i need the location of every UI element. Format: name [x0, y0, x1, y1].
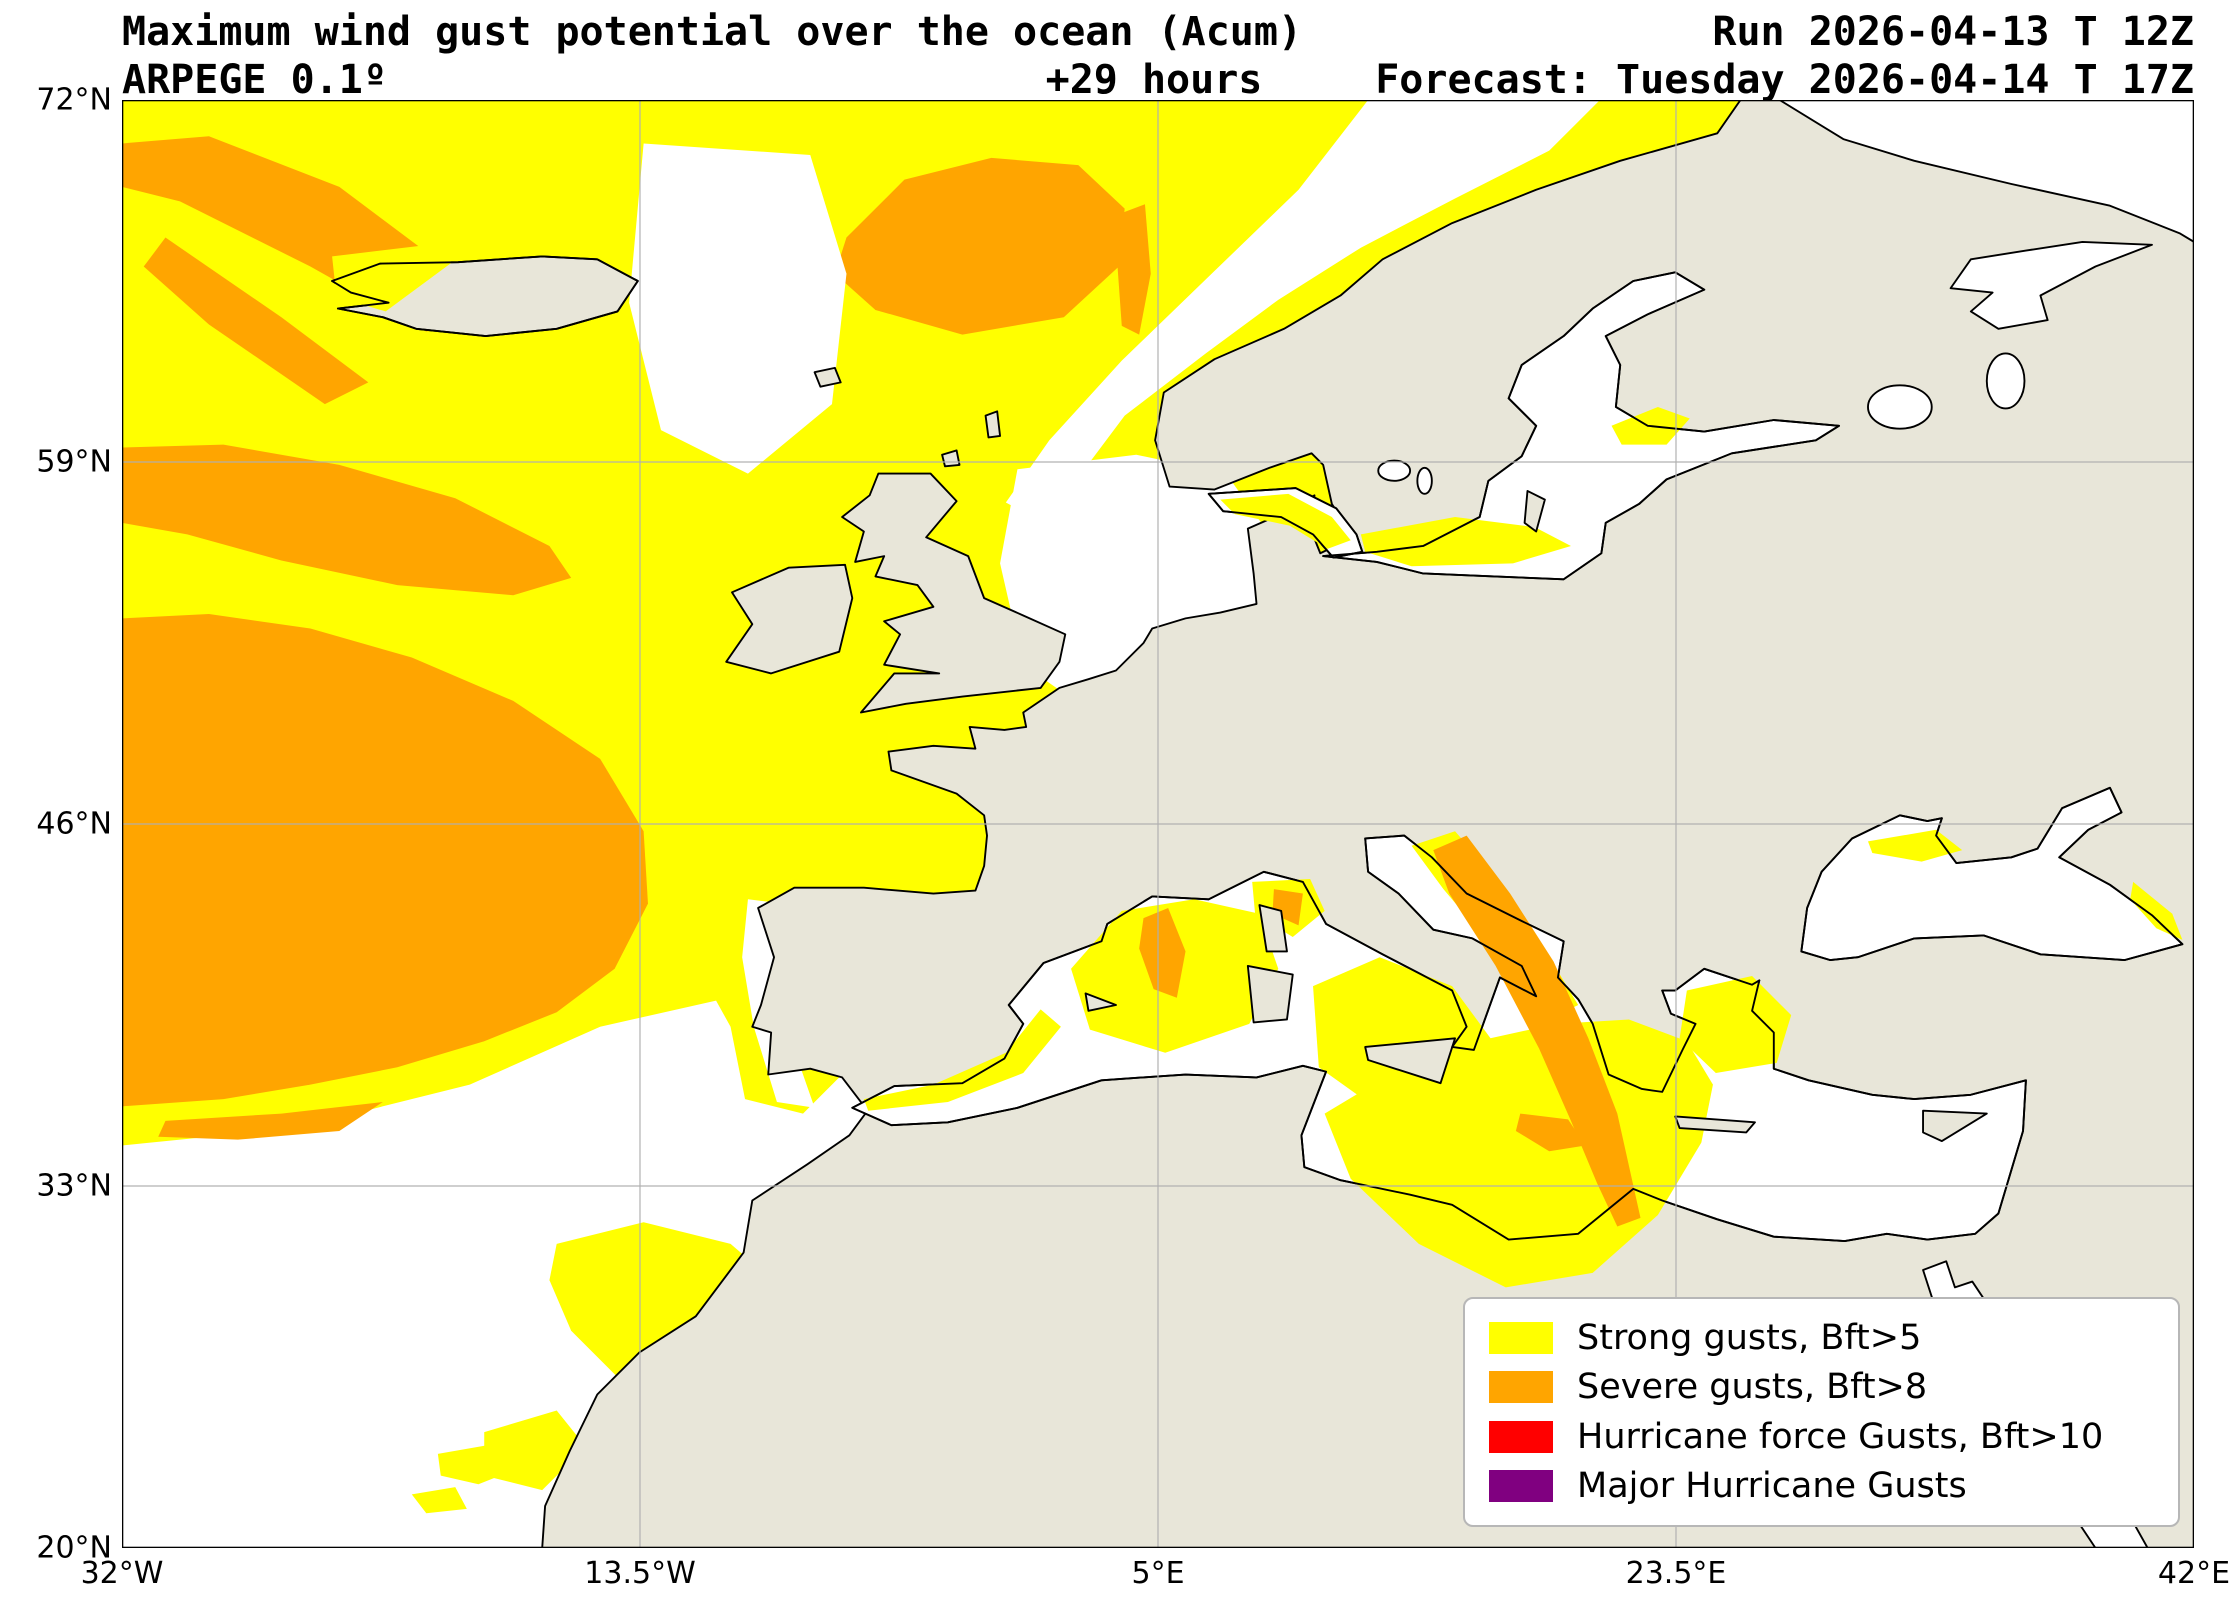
legend-label-strong-gusts: Strong gusts, Bft>5	[1577, 1317, 1922, 1358]
lead-time-label: +29 hours	[1045, 57, 1263, 103]
inner-seas-layer	[851, 240, 2184, 1548]
lon-label-23-5e: 23.5°E	[1625, 1556, 1727, 1591]
lat-label-20n: 20°N	[36, 1530, 112, 1566]
forecast-label: Forecast: Tuesday 2026-04-14 T 17Z	[1375, 57, 2194, 103]
lon-label-42e: 42°E	[2157, 1556, 2231, 1591]
europe-wind-gust-map	[122, 100, 2194, 1548]
lat-label-33n: 33°N	[36, 1168, 112, 1204]
legend-item-major-hurricane-gusts: Major Hurricane Gusts	[1489, 1466, 2154, 1506]
legend-label-hurricane-gusts: Hurricane force Gusts, Bft>10	[1577, 1416, 2104, 1457]
legend-swatch-severe-gusts	[1489, 1371, 1553, 1404]
legend-swatch-hurricane-gusts	[1489, 1420, 1553, 1453]
severe-gust-layer-seas	[1139, 835, 1641, 1227]
calm-ocean-layer	[629, 100, 1600, 1108]
lat-label-59n: 59°N	[36, 444, 112, 480]
legend-swatch-strong-gusts	[1489, 1321, 1553, 1354]
run-label: Run 2026-04-13 T 12Z	[1712, 9, 2194, 55]
lon-label-5e: 5°E	[1131, 1556, 1185, 1591]
lake-vattern	[1416, 466, 1433, 495]
legend-label-severe-gusts: Severe gusts, Bft>8	[1577, 1367, 1928, 1408]
legend-box: Strong gusts, Bft>5 Severe gusts, Bft>8 …	[1463, 1297, 2180, 1527]
legend-item-hurricane-gusts: Hurricane force Gusts, Bft>10	[1489, 1417, 2154, 1457]
legend-label-major-hurricane-gusts: Major Hurricane Gusts	[1577, 1466, 1967, 1507]
lat-label-46n: 46°N	[36, 806, 112, 842]
legend-swatch-major-hurricane-gusts	[1489, 1470, 1553, 1503]
lake-ladoga	[1867, 384, 1933, 430]
legend-item-strong-gusts: Strong gusts, Bft>5	[1489, 1318, 2154, 1358]
model-label: ARPEGE 0.1º	[122, 57, 387, 103]
lon-label-32w: 32°W	[80, 1556, 164, 1591]
lake-onega	[1985, 352, 2026, 410]
lake-vanern	[1377, 459, 1412, 482]
page-title: Maximum wind gust potential over the oce…	[122, 9, 1303, 55]
lat-label-72n: 72°N	[36, 82, 112, 118]
legend-item-severe-gusts: Severe gusts, Bft>8	[1489, 1367, 2154, 1407]
lon-label-13-5w: 13.5°W	[584, 1556, 696, 1591]
